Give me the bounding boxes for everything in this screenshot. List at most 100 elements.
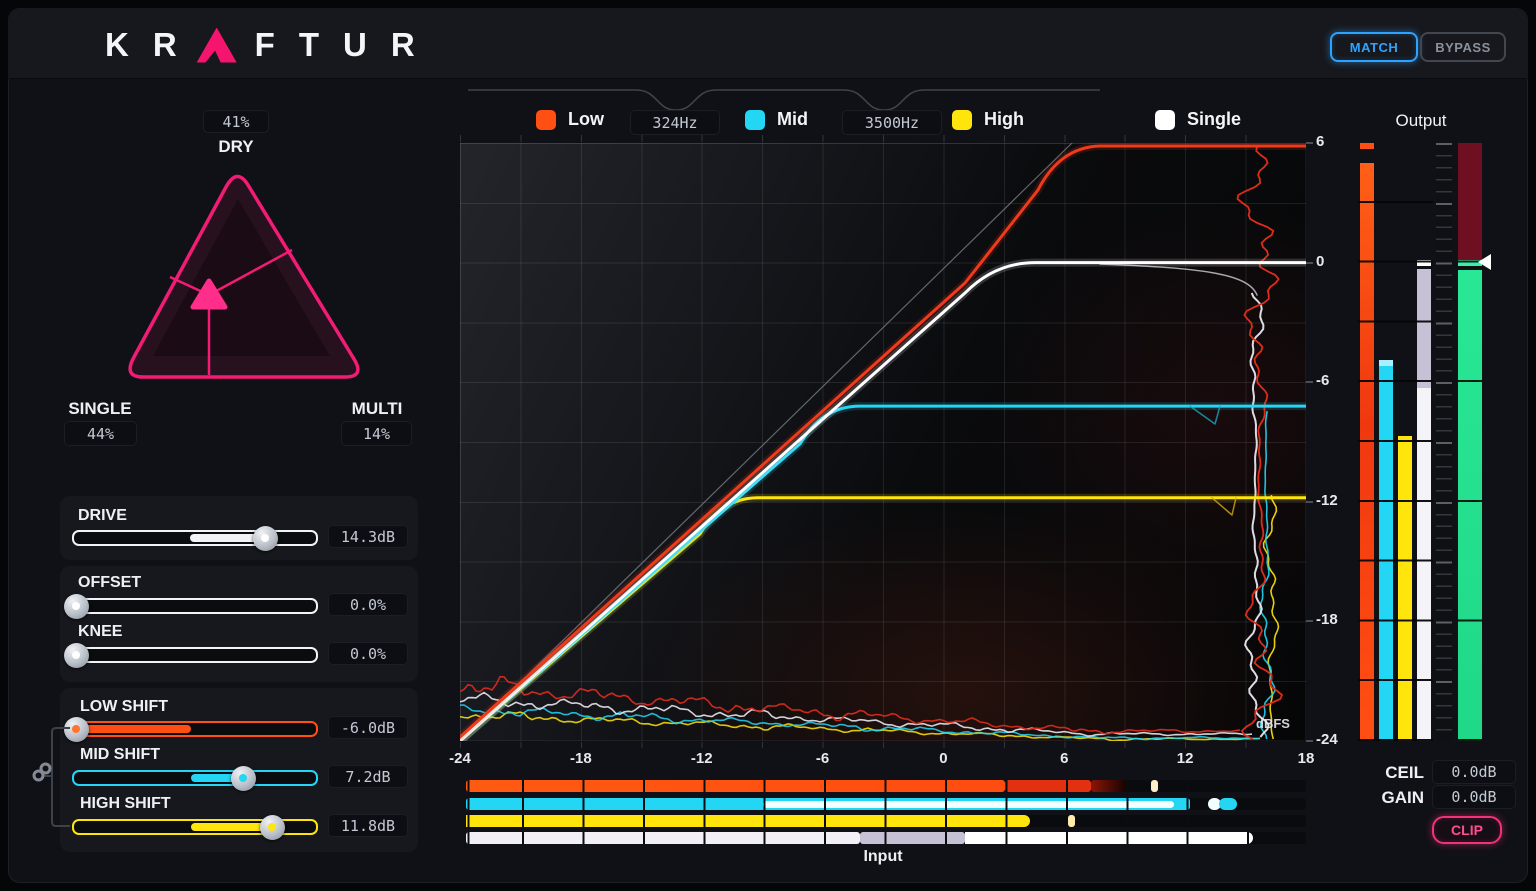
drive-value-box[interactable]: 14.3dB — [328, 525, 408, 548]
high-shift-slider-handle[interactable] — [259, 814, 285, 840]
low-shift-label: LOW SHIFT — [80, 698, 168, 715]
meter-segment — [1068, 815, 1075, 827]
offset-slider-handle[interactable] — [63, 593, 89, 619]
mid-band-swatch-icon — [745, 109, 765, 130]
legend-mid-label: Mid — [777, 109, 808, 129]
y-tick-label--12: -12 — [1316, 491, 1338, 509]
output-meter-segments — [1358, 143, 1433, 741]
legend-item-low[interactable]: Low — [536, 109, 604, 130]
multi-value-box[interactable]: 14% — [341, 421, 412, 446]
y-tick-label--24: -24 — [1316, 731, 1338, 748]
mid-spectrum-floor — [460, 704, 1261, 741]
dry-value-box[interactable]: 41% — [203, 110, 269, 133]
knee-slider-handle[interactable] — [63, 642, 89, 668]
legend-item-single[interactable]: Single — [1155, 109, 1241, 130]
single-curve-tail — [1099, 263, 1258, 296]
output-section-title: Output — [1395, 111, 1447, 130]
high-curve-notch — [1211, 497, 1237, 516]
legend-item-mid[interactable]: Mid — [745, 109, 808, 130]
x-tick-label--24: -24 — [449, 750, 471, 767]
knee-label: KNEE — [78, 623, 123, 640]
y-tick--24 — [1306, 740, 1313, 742]
shift-panel: LOW SHIFT -6.0dB MID SHIFT 7.2dB HIGH SH… — [60, 688, 418, 852]
high-shift-slider[interactable] — [72, 814, 318, 840]
low-shift-slider[interactable] — [63, 716, 318, 742]
low-shift-value-box[interactable]: -6.0dB — [328, 716, 408, 739]
x-tick-label-18: 18 — [1297, 750, 1315, 767]
y-tick-label-6: 6 — [1316, 133, 1325, 150]
match-button[interactable]: MATCH — [1330, 32, 1418, 62]
drive-slider-handle[interactable] — [252, 525, 278, 551]
low-transfer-curve — [460, 144, 1306, 739]
low-spectrum-floor — [460, 675, 1241, 735]
y-tick--12 — [1306, 500, 1313, 503]
high-shift-label: HIGH SHIFT — [80, 795, 171, 812]
low-band-swatch-icon — [536, 109, 556, 130]
mid-shift-slider[interactable] — [72, 765, 318, 791]
high-spectrum-floor — [460, 711, 1261, 741]
dbfs-unit-label: dBFS — [1256, 716, 1290, 731]
single-transfer-curve — [460, 261, 1306, 741]
y-tick--6 — [1306, 381, 1313, 384]
mid-shift-slider-handle[interactable] — [230, 765, 256, 791]
y-tick-6 — [1306, 142, 1313, 144]
gain-value-box[interactable]: 0.0dB — [1432, 785, 1516, 809]
single-band-swatch-icon — [1155, 109, 1175, 130]
clip-button[interactable]: CLIP — [1432, 816, 1502, 844]
mid-shift-value-box[interactable]: 7.2dB — [328, 765, 408, 788]
drive-label: DRIVE — [78, 507, 127, 524]
mid-input-meter — [466, 798, 1306, 810]
mid-curve-notch — [1189, 405, 1221, 425]
legend-single-label: Single — [1187, 109, 1242, 129]
mid-output-spectrum — [1259, 410, 1276, 740]
low-crossover-freq-box[interactable]: 324Hz — [630, 110, 720, 135]
link-chain-icon[interactable] — [30, 760, 54, 784]
legend-low-label: Low — [568, 109, 604, 129]
x-tick-label-12: 12 — [1176, 750, 1194, 767]
single-label: SINGLE — [68, 399, 132, 418]
y-tick-label--18: -18 — [1316, 611, 1338, 629]
logo-triangle-icon — [196, 27, 237, 63]
knee-slider[interactable] — [63, 642, 318, 668]
input-axis-title: Input — [863, 848, 903, 865]
ceil-label: CEIL — [1385, 763, 1424, 782]
gain-label: GAIN — [1381, 788, 1425, 807]
meter-segment — [1218, 798, 1238, 810]
legend-item-high[interactable]: High — [952, 109, 1024, 130]
y-tick-label--6: -6 — [1316, 372, 1330, 390]
x-tick-label--12: -12 — [690, 750, 713, 767]
x-tick-label-6: 6 — [1060, 750, 1069, 767]
offset-label: OFFSET — [78, 574, 142, 591]
meter-segment — [1207, 798, 1222, 810]
low-transfer-curve-glow — [460, 143, 1306, 741]
ceiling-marker-icon[interactable] — [1478, 254, 1491, 270]
drive-panel: DRIVE 14.3dB — [60, 496, 418, 560]
knee-value-box[interactable]: 0.0% — [328, 642, 408, 665]
mix-triangle-pad[interactable] — [100, 155, 390, 390]
top-bar — [8, 8, 1528, 79]
pad-cursor[interactable] — [190, 278, 228, 310]
x-tick-label--18: -18 — [570, 750, 592, 767]
low-output-spectrum — [1236, 146, 1284, 740]
high-band-swatch-icon — [952, 109, 972, 130]
meter-gridlines — [466, 832, 1306, 844]
high-crossover-freq-box[interactable]: 3500Hz — [842, 110, 942, 135]
low-input-meter — [466, 780, 1306, 792]
main-output-meter-segments — [1458, 143, 1482, 741]
single-input-meter — [466, 832, 1306, 844]
high-shift-value-box[interactable]: 11.8dB — [328, 814, 408, 837]
output-meter-scale — [1436, 143, 1452, 741]
mid-shift-label: MID SHIFT — [80, 746, 160, 763]
offset-slider[interactable] — [63, 593, 318, 619]
single-output-spectrum — [1244, 292, 1270, 738]
unity-line — [460, 143, 1073, 741]
ceil-value-box[interactable]: 0.0dB — [1432, 760, 1516, 784]
multi-label: MULTI — [351, 399, 403, 418]
bypass-button[interactable]: BYPASS — [1420, 32, 1506, 62]
single-value-box[interactable]: 44% — [64, 421, 137, 446]
transfer-graph — [460, 143, 1306, 741]
kraftur-logo: KR FTUR — [105, 24, 439, 66]
offset-value-box[interactable]: 0.0% — [328, 593, 408, 616]
drive-slider[interactable] — [72, 525, 318, 551]
